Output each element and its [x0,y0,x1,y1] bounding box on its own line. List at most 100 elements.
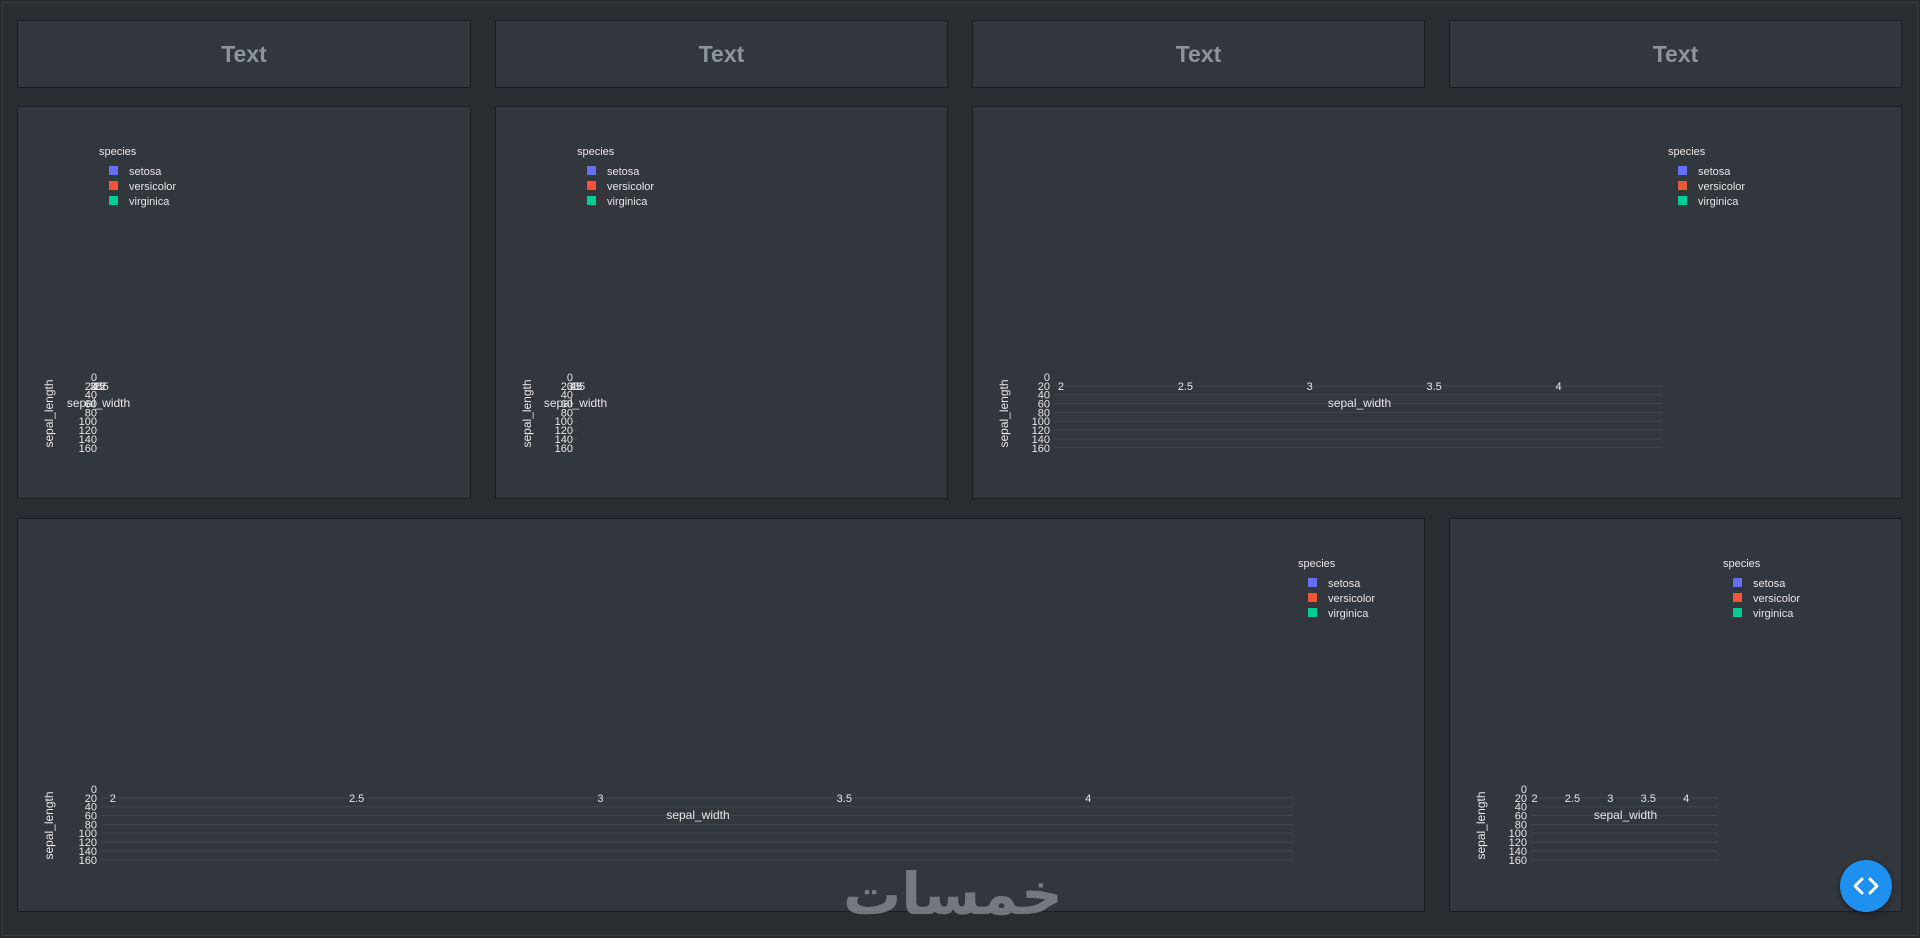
y-tick-label: 40 [85,802,97,814]
legend-title: species [1298,558,1336,570]
legend-swatch-setosa [1678,166,1687,175]
legend-swatch-virginica [587,196,596,205]
watermark-logo: خمسات [843,860,1065,928]
x-tick-label: 3.5 [1426,381,1441,393]
y-tick-label: 140 [79,846,97,858]
legend-label-virginica: virginica [1698,196,1739,208]
y-axis-title: sepal_length [1474,791,1488,859]
y-tick-label: 20 [561,381,573,393]
y-axis-title: sepal_length [42,791,56,859]
legend-label-virginica: virginica [607,196,648,208]
x-tick-label: 3.5 [90,381,105,393]
chart-card-4: 0 20 40 60 80 100 120 140 160 2 2.5 3 3.5 4 sepal_widt… [17,518,1425,912]
y-tick-label: 140 [1509,846,1527,858]
y-tick-label: 140 [555,434,573,446]
x-tick-label: 3 [597,793,603,805]
chart-card-5: 0 20 40 60 80 100 120 140 160 2 2.5 3 3.5 4 sepal_widt… [1449,518,1902,912]
legend-swatch-versicolor [1678,181,1687,190]
legend-swatch-versicolor [1308,593,1317,602]
x-tick-label: 3 [96,381,102,393]
legend-label-virginica: virginica [1328,608,1369,620]
y-tick-label: 80 [85,819,97,831]
x-tick-label: 2.5 [93,381,108,393]
text-card-4: Text [1449,20,1902,88]
legend-label-setosa: setosa [1753,578,1786,590]
x-tick-label: 4 [570,381,576,393]
legend-label-versicolor: versicolor [1328,593,1375,605]
y-tick-label: 140 [1032,434,1050,446]
legend-label-setosa: setosa [1698,166,1731,178]
text-card-label: Text [1175,40,1222,67]
y-tick-label: 60 [1515,811,1527,823]
y-tick-label: 100 [1032,416,1050,428]
y-tick-label: 40 [561,390,573,402]
code-toggle-button[interactable] [1840,860,1892,912]
legend-label-versicolor: versicolor [1698,181,1745,193]
legend-title: species [99,146,137,158]
x-tick-label: 2 [110,793,116,805]
y-tick-label: 0 [567,372,573,384]
x-tick-label: 4 [1683,793,1689,805]
y-tick-label: 80 [85,407,97,419]
y-tick-label: 100 [79,416,97,428]
legend-swatch-setosa [1733,578,1742,587]
legend-label-virginica: virginica [1753,608,1794,620]
legend-label-virginica: virginica [129,196,170,208]
x-tick-label: 2.5 [1178,381,1193,393]
legend-swatch-versicolor [109,181,118,190]
y-axis-title: sepal_length [42,379,56,447]
legend-swatch-virginica [1733,608,1742,617]
y-tick-label: 120 [79,425,97,437]
legend-swatch-versicolor [1733,593,1742,602]
x-tick-label: 4 [92,381,98,393]
x-axis-title: sepal_width [666,808,729,822]
text-card-label: Text [1652,40,1699,67]
x-tick-label: 3.5 [567,381,582,393]
y-tick-label: 60 [85,399,97,411]
x-tick-label: 3 [1307,381,1313,393]
y-tick-label: 80 [1038,407,1050,419]
y-tick-label: 120 [555,425,573,437]
x-axis-title: sepal_width [1594,808,1657,822]
y-tick-label: 140 [79,434,97,446]
y-tick-label: 160 [555,443,573,455]
legend-label-versicolor: versicolor [1753,593,1800,605]
x-tick-label: 4 [1555,381,1561,393]
text-card-2: Text [495,20,948,88]
y-tick-label: 60 [561,399,573,411]
y-tick-label: 20 [85,793,97,805]
legend-swatch-setosa [109,166,118,175]
legend-title: species [577,146,615,158]
y-tick-label: 40 [85,390,97,402]
legend-swatch-virginica [109,196,118,205]
x-tick-label: 2 [1058,381,1064,393]
y-tick-label: 160 [1509,855,1527,867]
x-axis-title: sepal_width [67,396,130,410]
x-tick-label: 2.5 [349,793,364,805]
x-tick-label: 4 [1085,793,1091,805]
x-tick-label: 3 [573,381,579,393]
y-tick-label: 80 [1515,819,1527,831]
y-tick-label: 20 [1038,381,1050,393]
code-brackets-icon [1853,877,1879,895]
y-tick-label: 20 [1515,793,1527,805]
x-tick-label: 2.5 [1565,793,1580,805]
legend-swatch-versicolor [587,181,596,190]
y-tick-label: 0 [1044,372,1050,384]
x-tick-label: 3 [1607,793,1613,805]
y-tick-label: 20 [85,381,97,393]
legend-label-setosa: setosa [129,166,162,178]
legend-swatch-setosa [1308,578,1317,587]
y-tick-label: 0 [91,784,97,796]
x-tick-label: 2 [576,381,582,393]
y-tick-label: 100 [1509,828,1527,840]
y-tick-label: 80 [561,407,573,419]
legend-title: species [1668,146,1706,158]
legend-label-setosa: setosa [607,166,640,178]
y-tick-label: 160 [79,855,97,867]
